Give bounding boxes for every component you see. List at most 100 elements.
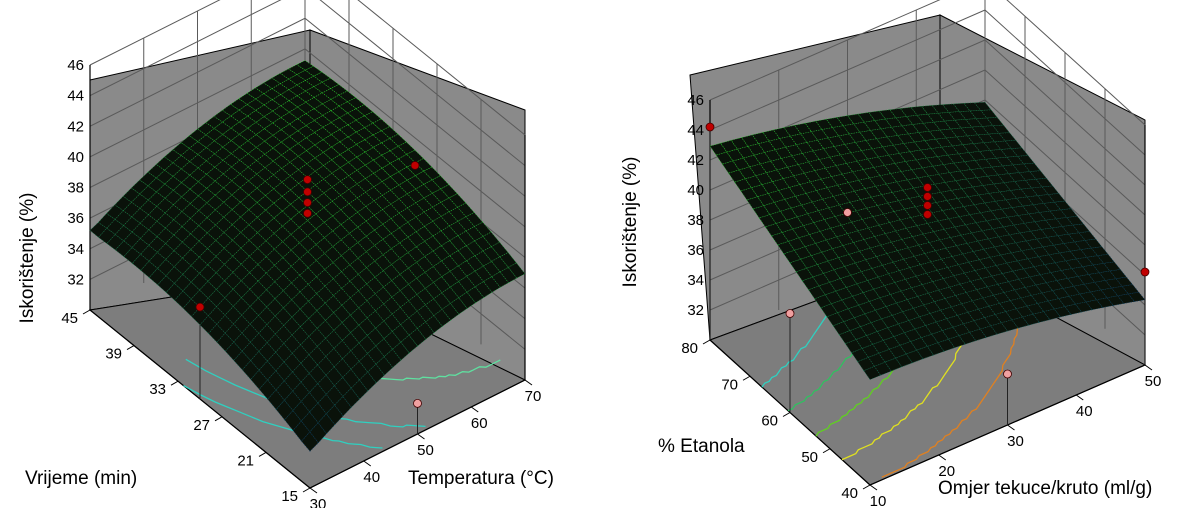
right-y-tick xyxy=(702,339,711,345)
left-surface-cell xyxy=(398,207,417,223)
right-surface-cell xyxy=(926,220,945,233)
left-surface-cell xyxy=(373,195,392,210)
left-z-tick-label: 32 xyxy=(67,271,84,288)
right-surface-cell xyxy=(898,151,917,162)
right-surface-cell xyxy=(860,148,879,160)
left-surface-cell xyxy=(366,310,385,329)
left-y-tick xyxy=(302,487,311,493)
right-surface-cell xyxy=(895,227,914,240)
right-surface-cell xyxy=(941,208,960,220)
left-surface-cell xyxy=(382,203,400,219)
left-surface-cell xyxy=(355,104,374,117)
left-surface-cell xyxy=(340,248,359,266)
right-surface-cell xyxy=(915,157,934,169)
left-surface-cell xyxy=(306,144,324,159)
left-surface-cell xyxy=(199,297,217,317)
right-surface-cell xyxy=(894,161,913,172)
left-surface-cell xyxy=(491,271,509,288)
left-surface-cell xyxy=(207,306,226,325)
left-surface-cell xyxy=(347,108,365,121)
right-surface-cell xyxy=(836,115,855,127)
right-surface-cell xyxy=(883,163,902,174)
right-surface xyxy=(709,101,1146,380)
left-surface-cell xyxy=(332,224,350,241)
right-surface-cell xyxy=(907,132,926,143)
right-surface-cell xyxy=(1098,270,1117,281)
left-surface-cell xyxy=(180,135,199,149)
left-design-point-above xyxy=(303,187,312,197)
left-surface-cell xyxy=(216,332,235,352)
left-surface-cell xyxy=(249,315,268,334)
left-surface-cell xyxy=(299,300,318,320)
right-surface-cell xyxy=(922,121,941,132)
right-surface-cell xyxy=(889,108,908,119)
left-surface-cell xyxy=(324,246,342,263)
left-surface-cell xyxy=(106,234,125,251)
right-x-tick-label: 40 xyxy=(1076,403,1093,420)
right-surface-cell xyxy=(814,294,832,309)
right-surface-cell xyxy=(991,165,1010,176)
right-design-point-above xyxy=(923,192,932,201)
left-surface-cell xyxy=(365,229,384,246)
left-surface-cell xyxy=(356,191,375,207)
right-surface-cell xyxy=(871,146,890,158)
left-surface-cell xyxy=(300,411,319,433)
left-surface-cell xyxy=(441,255,459,272)
right-surface-cell xyxy=(1032,311,1051,323)
right-surface-cell xyxy=(801,150,820,163)
left-surface-cell xyxy=(473,221,492,237)
left-surface-cell xyxy=(408,277,426,295)
left-surface-cell xyxy=(348,183,367,199)
left-surface-cell xyxy=(400,334,418,354)
right-surface-cell xyxy=(864,185,883,198)
left-surface-cell xyxy=(305,97,324,110)
left-surface-cell xyxy=(131,253,150,271)
right-surface-cell xyxy=(1036,236,1055,248)
left-surface-cell xyxy=(407,246,426,263)
left-surface-cell xyxy=(331,180,350,196)
left-surface-cell xyxy=(308,293,326,312)
left-z-tick-label: 42 xyxy=(67,118,84,135)
right-surface-cell xyxy=(989,254,1008,266)
right-surface-cell xyxy=(899,106,918,117)
left-z-tick-label: 40 xyxy=(67,149,84,166)
right-x-tick xyxy=(1007,424,1015,431)
right-surface-cell xyxy=(865,138,884,150)
left-surface-cell xyxy=(288,95,307,108)
left-surface-cell xyxy=(382,218,400,234)
left-surface-cell xyxy=(208,323,226,343)
right-surface-cell xyxy=(956,196,975,207)
right-surface-cell xyxy=(949,170,967,182)
left-surface-cell xyxy=(339,149,358,163)
left-surface-cell xyxy=(373,223,392,240)
left-surface-cell xyxy=(313,81,332,94)
left-surface-cell xyxy=(415,197,433,213)
left-y-tick-label: 21 xyxy=(237,452,254,469)
left-surface-cell xyxy=(246,98,265,111)
left-surface-cell xyxy=(317,413,336,435)
left-surface-cell xyxy=(374,270,393,288)
left-x-tick-label: 60 xyxy=(471,415,488,432)
right-surface-cell xyxy=(863,366,882,380)
left-surface-cell xyxy=(332,255,351,273)
left-surface-cell xyxy=(356,151,374,166)
left-surface-cell xyxy=(325,404,344,426)
left-surface-cell xyxy=(313,103,332,116)
left-design-point-above xyxy=(195,302,205,312)
left-surface-cell xyxy=(322,110,340,123)
right-surface-cell xyxy=(892,143,911,154)
right-surface-cell xyxy=(808,285,826,300)
left-surface-cell xyxy=(223,180,241,196)
right-y-tick-label: 50 xyxy=(801,449,818,466)
left-surface-cell xyxy=(284,410,302,431)
right-surface-cell xyxy=(821,127,840,139)
right-surface-cell xyxy=(926,156,945,167)
right-surface-cell xyxy=(857,112,876,123)
left-surface-cell xyxy=(338,90,357,103)
left-surface-cell xyxy=(332,209,350,225)
left-surface-cell xyxy=(224,305,243,325)
right-surface-cell xyxy=(932,164,951,175)
left-y-tick-label: 15 xyxy=(281,488,298,505)
right-surface-cell xyxy=(905,114,924,125)
right-surface-cell xyxy=(1001,270,1020,283)
